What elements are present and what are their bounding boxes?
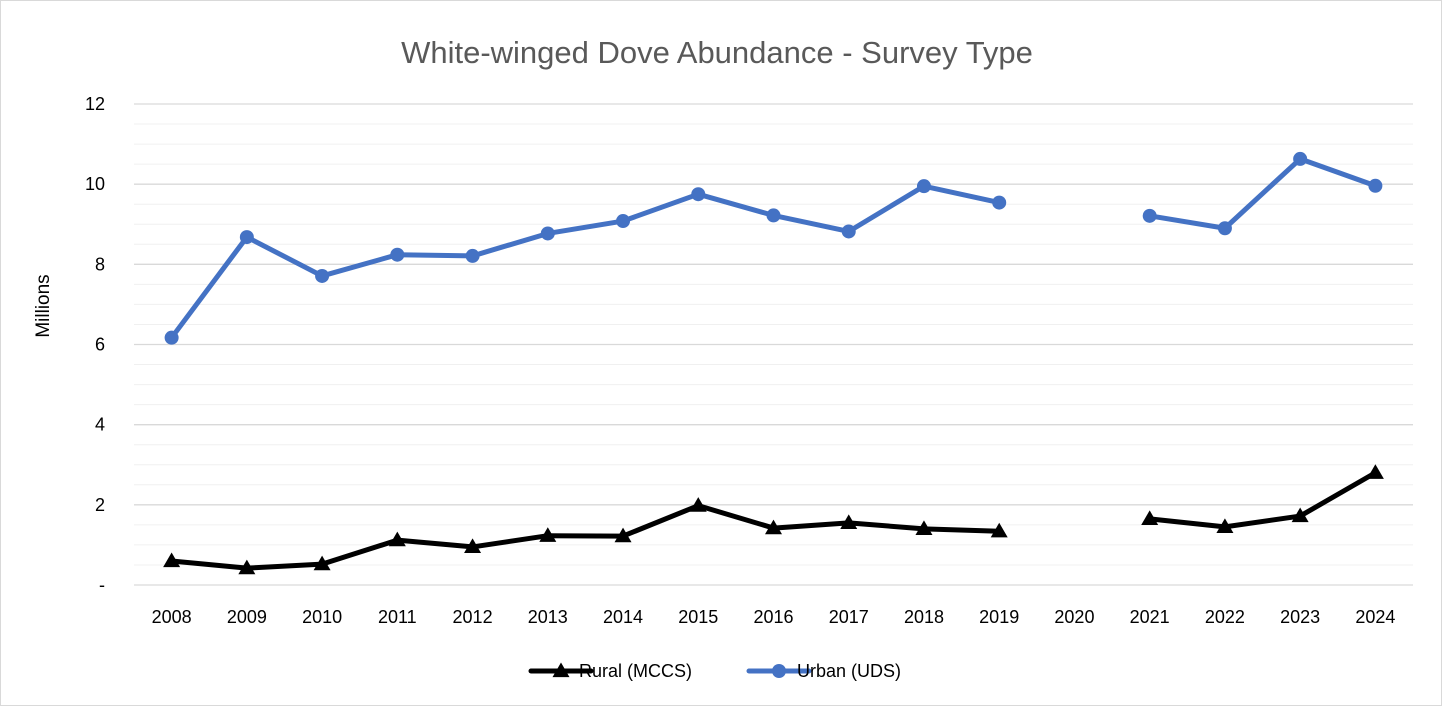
series-1	[163, 464, 1384, 575]
data-point-triangle	[1216, 518, 1234, 533]
y-tick-label: 8	[95, 254, 105, 274]
x-tick-label: 2024	[1355, 607, 1395, 627]
legend: Rural (MCCS) Urban (UDS)	[528, 661, 901, 681]
data-point-triangle	[539, 527, 557, 542]
x-tick-label: 2009	[227, 607, 267, 627]
x-tick-label: 2015	[678, 607, 718, 627]
data-point-circle	[1217, 221, 1232, 236]
series-line	[169, 156, 1378, 341]
y-tick-label: 2	[95, 495, 105, 515]
data-point-triangle	[238, 559, 256, 575]
data-point-circle	[164, 330, 179, 345]
series-2	[164, 151, 1383, 345]
x-tick-label: 2019	[979, 607, 1019, 627]
data-point-triangle	[1141, 510, 1159, 525]
legend-label: Rural (MCCS)	[579, 661, 692, 681]
x-tick-label: 2023	[1280, 607, 1320, 627]
x-tick-label: 2008	[152, 607, 192, 627]
data-point-circle	[390, 247, 405, 262]
data-point-circle	[841, 224, 856, 239]
data-point-circle	[1142, 208, 1157, 223]
x-tick-label: 2016	[753, 607, 793, 627]
data-point-triangle	[840, 514, 858, 529]
data-point-circle	[1293, 151, 1308, 166]
data-point-triangle	[313, 555, 331, 571]
data-point-circle	[992, 195, 1007, 210]
data-point-circle	[465, 248, 480, 263]
data-point-circle	[315, 268, 330, 283]
data-point-circle	[616, 214, 631, 229]
data-point-circle	[691, 187, 706, 202]
legend-item: Rural (MCCS)	[528, 661, 692, 681]
legend-swatch-marker	[552, 662, 570, 678]
y-tick-label: 6	[95, 335, 105, 355]
y-tick-label: 4	[95, 415, 105, 435]
x-tick-label: 2011	[378, 607, 417, 627]
data-point-triangle	[1366, 464, 1384, 479]
data-point-triangle	[765, 519, 782, 535]
data-point-triangle	[990, 522, 1008, 538]
x-tick-label: 2021	[1130, 607, 1170, 627]
axes: - 2 4 6 8 10 12 2008 2009 2010 2011 2012 2013 2014 201…	[85, 94, 1395, 627]
data-point-triangle	[614, 527, 632, 543]
x-tick-label: 2017	[829, 607, 869, 627]
y-tick-label: 10	[85, 174, 105, 194]
gridlines	[134, 103, 1413, 586]
data-point-circle	[1368, 178, 1383, 193]
y-tick-label: 12	[85, 94, 105, 114]
data-point-triangle	[689, 497, 707, 512]
x-tick-label: 2010	[302, 607, 342, 627]
data-point-circle	[766, 208, 781, 223]
chart-title: White-winged Dove Abundance - Survey Typ…	[401, 35, 1033, 70]
y-axis-label: Millions	[33, 274, 54, 337]
x-tick-label: 2018	[904, 607, 944, 627]
data-point-circle	[916, 179, 931, 194]
x-tick-label: 2014	[603, 607, 643, 627]
data-point-circle	[239, 230, 254, 245]
data-point-triangle	[163, 552, 181, 568]
data-point-triangle	[915, 520, 933, 536]
data-point-triangle	[388, 531, 406, 547]
x-tick-label: 2012	[453, 607, 493, 627]
x-tick-label: 2022	[1205, 607, 1245, 627]
y-tick-label: -	[99, 575, 105, 595]
series-line	[169, 470, 1378, 571]
legend-label: Urban (UDS)	[797, 661, 901, 681]
x-tick-label: 2013	[528, 607, 568, 627]
series-lines	[163, 151, 1384, 575]
data-point-circle	[540, 226, 555, 241]
legend-item: Urban (UDS)	[746, 661, 901, 681]
legend-swatch-marker	[772, 664, 786, 678]
data-point-triangle	[1291, 507, 1309, 523]
x-tick-label: 2020	[1054, 607, 1094, 627]
data-point-triangle	[464, 538, 482, 554]
